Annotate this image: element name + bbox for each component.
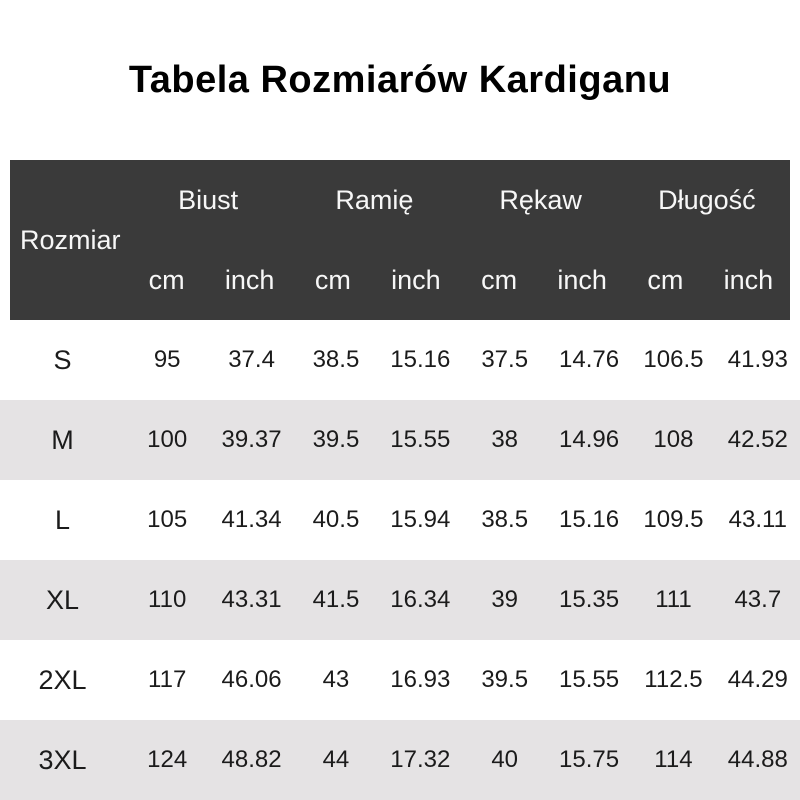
value-cell: 43.7 bbox=[734, 586, 782, 613]
value-cell: 40.5 bbox=[312, 506, 360, 533]
size-cell: S bbox=[53, 344, 72, 375]
value-cell: 106.5 bbox=[643, 346, 704, 373]
value-cell: 17.32 bbox=[390, 746, 451, 773]
value-cell: 15.55 bbox=[559, 666, 620, 693]
value-cell: 43.11 bbox=[728, 506, 787, 533]
unit-header: cm bbox=[148, 264, 185, 295]
value-cell: 41.5 bbox=[312, 586, 360, 613]
table-row: XL 110 43.31 41.5 16.34 39 15.35 111 43.… bbox=[0, 560, 800, 640]
value-cell: 114 bbox=[654, 746, 693, 773]
value-cell: 124 bbox=[147, 746, 188, 773]
value-cell: 110 bbox=[148, 586, 187, 613]
table-row: S 95 37.4 38.5 15.16 37.5 14.76 106.5 41… bbox=[0, 320, 800, 400]
value-cell: 37.5 bbox=[481, 346, 529, 373]
value-cell: 15.16 bbox=[390, 346, 451, 373]
size-table: Rozmiar Biust Ramię Rękaw Długość cm inc… bbox=[0, 160, 800, 800]
column-group-length: Długość bbox=[658, 184, 756, 215]
value-cell: 108 bbox=[653, 426, 694, 453]
size-column-header: Rozmiar bbox=[20, 224, 121, 255]
size-cell: 2XL bbox=[38, 664, 87, 695]
unit-header: inch bbox=[557, 264, 607, 295]
value-cell: 95 bbox=[153, 346, 181, 373]
size-cell: 3XL bbox=[38, 744, 87, 775]
value-cell: 14.96 bbox=[559, 426, 620, 453]
value-cell: 15.35 bbox=[559, 586, 620, 613]
value-cell: 38 bbox=[491, 426, 519, 453]
value-cell: 44.29 bbox=[727, 666, 788, 693]
size-cell: L bbox=[54, 504, 71, 535]
unit-header: inch bbox=[723, 264, 774, 295]
value-cell: 15.16 bbox=[559, 506, 620, 533]
value-cell: 44 bbox=[322, 746, 350, 773]
value-cell: 39.5 bbox=[481, 666, 529, 693]
value-cell: 111 bbox=[655, 586, 692, 613]
value-cell: 46.06 bbox=[221, 666, 282, 693]
value-cell: 15.94 bbox=[390, 506, 451, 533]
value-cell: 39.5 bbox=[312, 426, 360, 453]
column-group-shoulder: Ramię bbox=[335, 184, 414, 215]
value-cell: 117 bbox=[148, 666, 187, 693]
value-cell: 41.34 bbox=[221, 506, 282, 533]
table-row: 2XL 117 46.06 43 16.93 39.5 15.55 112.5 … bbox=[0, 640, 800, 720]
size-cell: XL bbox=[45, 584, 80, 615]
size-cell: M bbox=[51, 424, 74, 455]
value-cell: 16.93 bbox=[390, 666, 451, 693]
value-cell: 15.55 bbox=[390, 426, 451, 453]
value-cell: 112.5 bbox=[644, 666, 703, 693]
value-cell: 44.88 bbox=[727, 746, 788, 773]
value-cell: 38.5 bbox=[312, 346, 360, 373]
unit-header: cm bbox=[481, 264, 518, 295]
value-cell: 15.75 bbox=[559, 746, 620, 773]
value-cell: 37.4 bbox=[228, 346, 275, 373]
value-cell: 105 bbox=[147, 506, 188, 533]
value-cell: 42.52 bbox=[727, 426, 788, 453]
value-cell: 43 bbox=[322, 666, 350, 693]
unit-header: inch bbox=[224, 264, 275, 295]
unit-header: cm bbox=[647, 264, 684, 295]
value-cell: 40 bbox=[491, 746, 519, 773]
table-row: M 100 39.37 39.5 15.55 38 14.96 108 42.5… bbox=[0, 400, 800, 480]
value-cell: 38.5 bbox=[481, 506, 529, 533]
value-cell: 39.37 bbox=[221, 426, 282, 453]
value-cell: 39 bbox=[491, 586, 519, 613]
value-cell: 109.5 bbox=[643, 506, 704, 533]
value-cell: 14.76 bbox=[559, 346, 620, 373]
page-title: Tabela Rozmiarów Kardiganu bbox=[128, 58, 672, 101]
column-group-sleeve: Rękaw bbox=[499, 184, 582, 215]
table-row: 3XL 124 48.82 44 17.32 40 15.75 114 44.8… bbox=[0, 720, 800, 800]
table-header: Rozmiar Biust Ramię Rękaw Długość cm inc… bbox=[10, 160, 790, 320]
table-body: S 95 37.4 38.5 15.16 37.5 14.76 106.5 41… bbox=[0, 320, 800, 800]
value-cell: 48.82 bbox=[221, 746, 282, 773]
table-row: L 105 41.34 40.5 15.94 38.5 15.16 109.5 … bbox=[0, 480, 800, 560]
unit-header: cm bbox=[314, 264, 351, 295]
column-group-bust: Biust bbox=[178, 184, 239, 215]
value-cell: 43.31 bbox=[221, 586, 282, 613]
value-cell: 41.93 bbox=[727, 346, 788, 373]
unit-header: inch bbox=[391, 264, 441, 295]
value-cell: 16.34 bbox=[390, 586, 451, 613]
value-cell: 100 bbox=[147, 426, 188, 453]
title-band: Tabela Rozmiarów Kardiganu bbox=[0, 0, 800, 160]
